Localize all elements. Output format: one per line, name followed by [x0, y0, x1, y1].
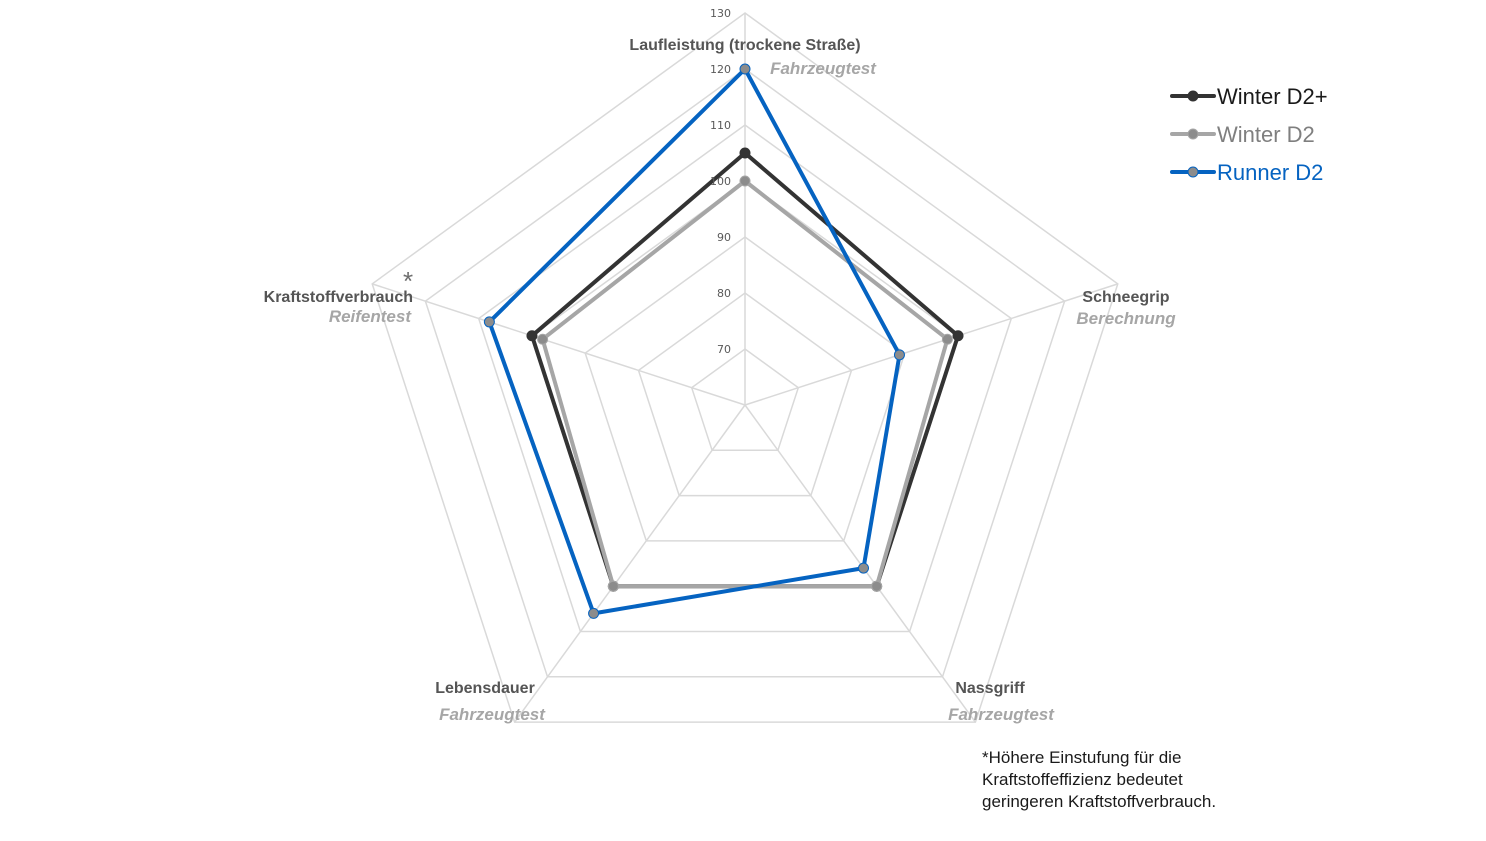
data-point — [857, 562, 869, 574]
grid-ring — [690, 348, 800, 452]
tick-label: 130 — [710, 7, 731, 20]
legend: Winter D2+ Winter D2 Runner D2 — [1170, 84, 1328, 185]
axis-title: Laufleistung (trockene Straße) — [629, 37, 860, 54]
grid-spoke — [744, 283, 1119, 406]
data-point — [739, 147, 751, 159]
grid-spoke — [513, 404, 746, 723]
axis-subtitle: Berechnung — [1076, 309, 1176, 328]
radar-series — [483, 63, 964, 619]
axis-subtitle: Reifentest — [329, 307, 413, 326]
grid-spoke — [371, 283, 746, 406]
data-point — [588, 607, 600, 619]
data-point — [739, 175, 751, 187]
radar-grid — [371, 12, 1119, 723]
footnote-line-2: Kraftstoffeffizienz bedeutet — [982, 770, 1183, 789]
grid-ring — [584, 236, 906, 542]
tick-label: 90 — [717, 231, 731, 244]
data-point — [871, 580, 883, 592]
legend-label: Runner D2 — [1217, 160, 1323, 185]
radar-ticks: 70 80 90 100 110 120 130 — [710, 7, 731, 356]
grid-ring — [637, 292, 853, 497]
data-point — [941, 333, 953, 345]
asterisk-mark: * — [403, 266, 413, 296]
axis-subtitle: Fahrzeugtest — [439, 705, 546, 724]
tick-label: 100 — [710, 175, 731, 188]
axis-subtitle: Fahrzeugtest — [948, 705, 1055, 724]
data-point — [526, 330, 538, 342]
legend-label: Winter D2+ — [1217, 84, 1328, 109]
grid-spoke — [744, 404, 977, 723]
tick-label: 120 — [710, 63, 731, 76]
data-point — [607, 580, 619, 592]
data-point — [739, 63, 751, 75]
legend-marker — [1187, 90, 1199, 102]
axis-title: Lebensdauer — [435, 680, 535, 697]
footnote-line-1: *Höhere Einstufung für die — [982, 748, 1182, 767]
tick-label: 70 — [717, 343, 731, 356]
series-line — [487, 67, 902, 616]
data-point — [537, 333, 549, 345]
axis-title: Kraftstoffverbrauch — [264, 289, 413, 306]
data-point — [483, 316, 495, 328]
axis-labels: Laufleistung (trockene Straße) Fahrzeugte… — [264, 37, 1177, 724]
axis-subtitle: Fahrzeugtest — [770, 59, 877, 78]
data-point — [952, 330, 964, 342]
legend-marker — [1187, 128, 1199, 140]
grid-ring — [424, 68, 1066, 678]
footnote-line-3: geringeren Kraftstoffverbrauch. — [982, 792, 1217, 811]
legend-marker — [1187, 166, 1199, 178]
axis-title: Schneegrip — [1082, 289, 1169, 306]
grid-ring — [371, 12, 1119, 723]
data-point — [893, 349, 905, 361]
legend-label: Winter D2 — [1217, 122, 1315, 147]
axis-title: Nassgriff — [955, 680, 1025, 697]
tick-label: 80 — [717, 287, 731, 300]
tick-label: 110 — [710, 119, 731, 132]
footnote: *Höhere Einstufung für die Kraftstoffeff… — [982, 747, 1302, 813]
